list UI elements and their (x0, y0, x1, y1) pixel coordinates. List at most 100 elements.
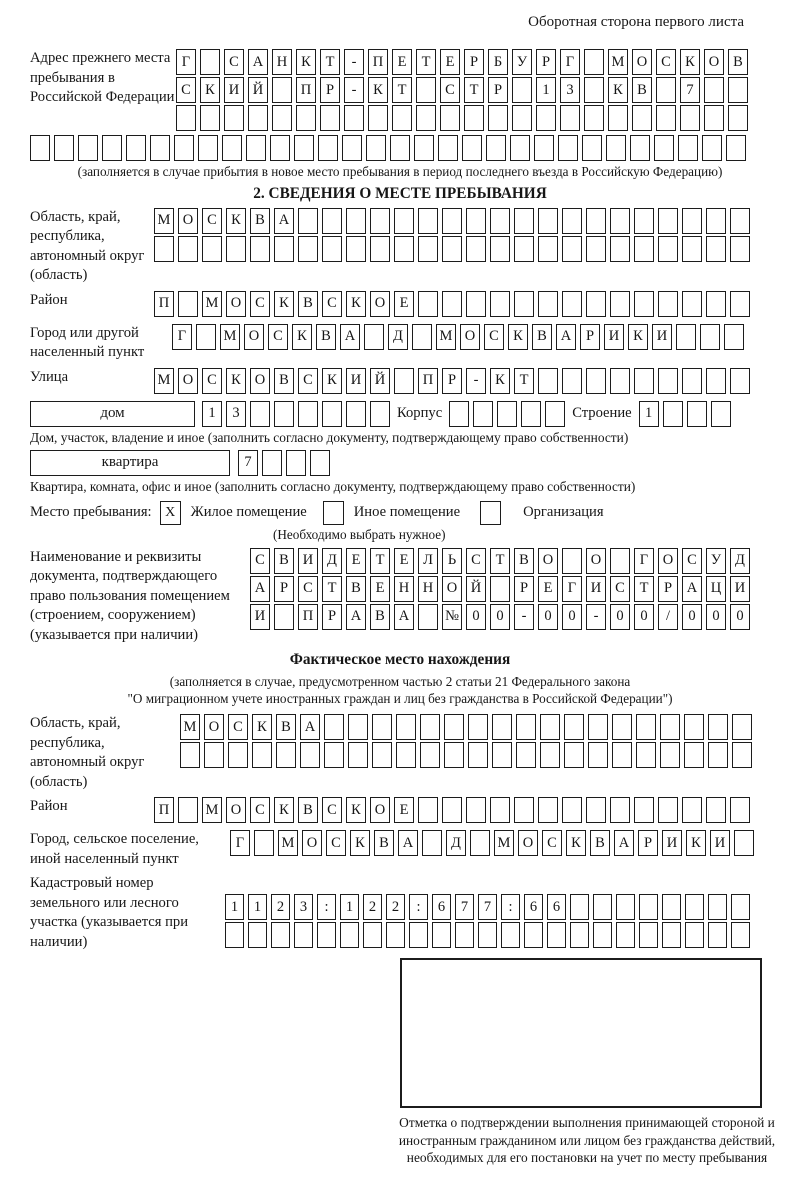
street-label: Улица (30, 368, 69, 385)
char-cell: Р (658, 575, 678, 602)
char-cell (610, 547, 630, 574)
char-cell (612, 714, 632, 740)
char-cell: У (512, 49, 532, 75)
char-cell (462, 135, 482, 161)
char-cell: 1 (225, 894, 244, 920)
char-cell (540, 714, 560, 740)
char-cell (204, 742, 224, 768)
char-cell (612, 742, 632, 768)
char-cell (634, 290, 654, 317)
char-cell (442, 207, 462, 234)
char-cell (254, 830, 274, 856)
page-title: Оборотная сторона первого листа (528, 14, 744, 30)
char-cell: С (250, 290, 270, 317)
char-cell (370, 400, 390, 427)
char-cell (348, 714, 368, 740)
actual-location-note-2: "О миграционном учете иностранных гражда… (127, 690, 673, 706)
char-cell (685, 922, 704, 948)
char-cell (444, 714, 464, 740)
char-cell: М (220, 323, 240, 350)
char-cell: С (656, 49, 676, 75)
char-cell (488, 105, 508, 131)
char-cell (510, 135, 530, 161)
char-cell: К (292, 323, 312, 350)
char-cell: Т (416, 49, 436, 75)
char-cell: Е (392, 49, 412, 75)
char-cell (418, 603, 438, 630)
char-cell (728, 105, 748, 131)
char-cell (734, 830, 754, 856)
char-cell (682, 235, 702, 262)
checkbox-other[interactable] (322, 500, 344, 525)
char-cell (466, 235, 486, 262)
char-cell (298, 235, 318, 262)
char-cell: В (316, 323, 336, 350)
char-cell (492, 714, 512, 740)
char-cell: - (466, 367, 486, 394)
char-cell (490, 797, 510, 823)
char-cell: С (322, 290, 342, 317)
char-cell: А (274, 207, 294, 234)
char-cell: К (200, 77, 220, 103)
char-cell: 0 (538, 603, 558, 630)
char-cell (250, 400, 270, 427)
char-cell: С (542, 830, 562, 856)
char-cell (682, 290, 702, 317)
char-cell: Р (638, 830, 658, 856)
char-cell (724, 323, 744, 350)
char-cell: А (614, 830, 634, 856)
char-cell (545, 400, 566, 427)
choose-note: (Необходимо выбрать нужное) (273, 526, 446, 542)
char-cell (364, 323, 384, 350)
char-cell (180, 742, 200, 768)
char-cell: 0 (730, 603, 750, 630)
char-cell: В (370, 603, 390, 630)
char-cell (593, 894, 612, 920)
char-cell (588, 742, 608, 768)
char-cell: К (274, 290, 294, 317)
option-other-label: Иное помещение (353, 504, 461, 520)
char-cell: К (628, 323, 648, 350)
char-cell (684, 742, 704, 768)
char-cell (490, 575, 510, 602)
char-cell: И (298, 547, 318, 574)
char-cell (634, 367, 654, 394)
char-cell: Н (394, 575, 414, 602)
char-cell: И (710, 830, 730, 856)
char-cell: С (268, 323, 288, 350)
cadastre-grid-row-2 (225, 922, 750, 948)
char-cell (686, 400, 707, 427)
char-cell (202, 235, 222, 262)
char-cell: В (298, 290, 318, 317)
checkbox-residential[interactable]: X (159, 500, 181, 525)
char-cell: С (466, 547, 486, 574)
char-cell: 1 (340, 894, 359, 920)
stamp-box (400, 958, 762, 1108)
char-cell: И (662, 830, 682, 856)
char-cell: Й (466, 575, 486, 602)
char-cell (363, 922, 382, 948)
char-cell (570, 922, 589, 948)
char-cell: А (250, 575, 270, 602)
char-cell (196, 323, 216, 350)
char-cell: С (682, 547, 702, 574)
char-cell (662, 400, 683, 427)
char-cell (630, 135, 650, 161)
checkbox-organization[interactable] (480, 500, 502, 525)
char-cell: В (298, 797, 318, 823)
char-cell (514, 290, 534, 317)
char-cell (392, 105, 412, 131)
char-cell: 6 (524, 894, 543, 920)
house-note: Дом, участок, владение и иное (заполнить… (30, 429, 629, 445)
field-prev-address: Адрес прежнего места пребывания в Россий… (30, 49, 800, 133)
char-cell: Е (538, 575, 558, 602)
char-cell (420, 742, 440, 768)
char-cell (466, 207, 486, 234)
char-cell (654, 135, 674, 161)
